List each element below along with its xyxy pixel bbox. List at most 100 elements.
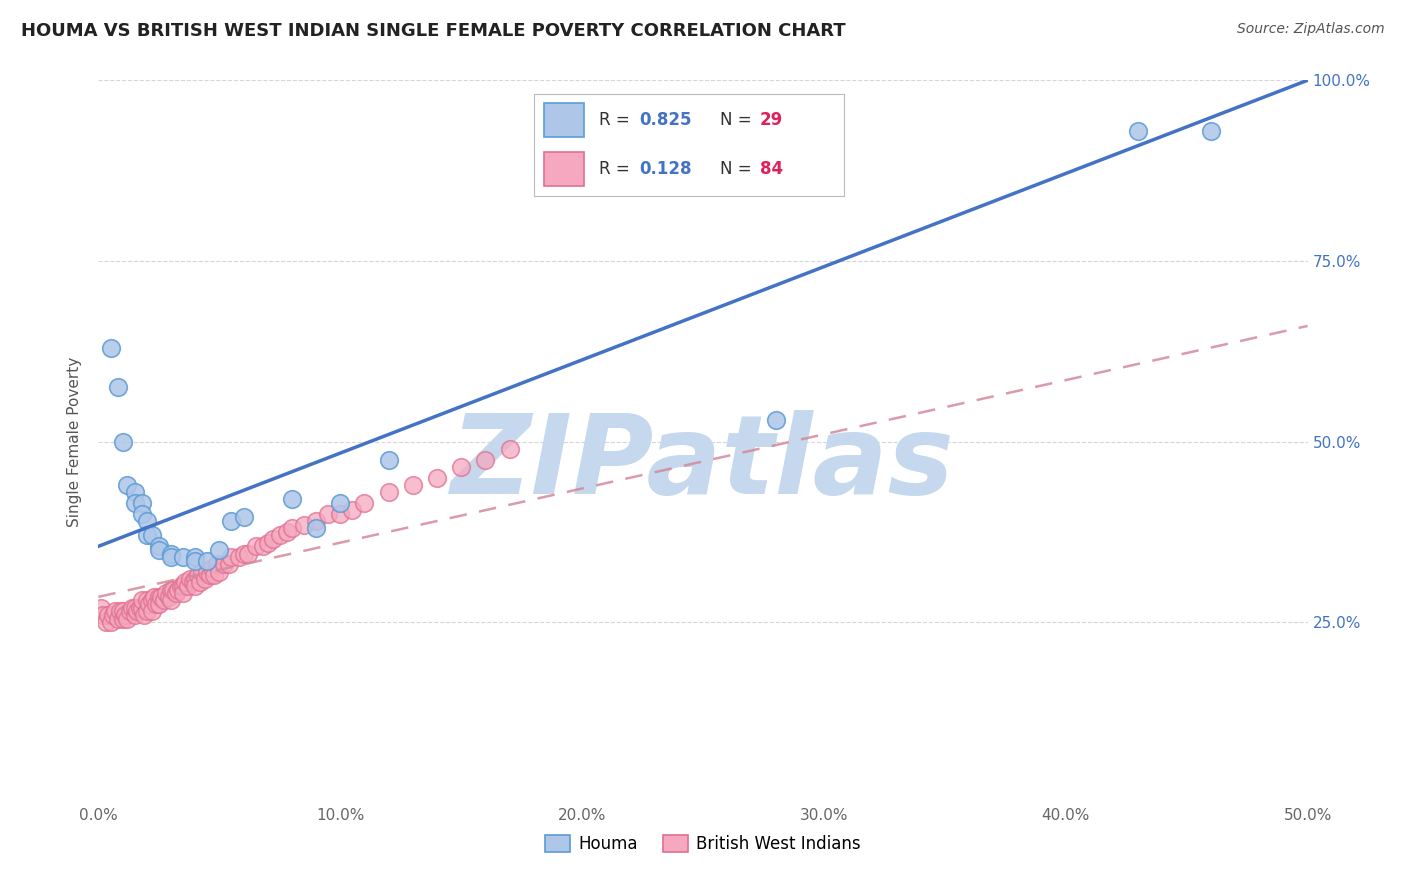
Point: [165, 586, 187, 600]
Point: [426, 470, 449, 484]
Point: [256, 535, 278, 549]
Point: [377, 485, 399, 500]
Point: [184, 579, 207, 593]
Point: [329, 507, 352, 521]
Point: [101, 607, 124, 622]
Point: [167, 582, 190, 597]
Point: [108, 604, 131, 618]
Point: [131, 496, 153, 510]
Point: [169, 579, 191, 593]
Point: [124, 600, 146, 615]
Point: [155, 586, 177, 600]
Point: [198, 568, 221, 582]
Point: [135, 593, 157, 607]
Point: [134, 607, 156, 622]
Point: [135, 514, 157, 528]
Point: [262, 532, 284, 546]
Point: [212, 558, 235, 572]
Text: 84: 84: [761, 160, 783, 178]
Point: [124, 485, 146, 500]
Point: [117, 611, 139, 625]
Point: [100, 341, 122, 355]
Point: [141, 593, 163, 607]
Point: [131, 593, 153, 607]
Point: [135, 528, 157, 542]
Point: [205, 558, 228, 572]
Point: [172, 586, 194, 600]
Point: [90, 600, 112, 615]
Point: [138, 597, 160, 611]
Point: [160, 593, 183, 607]
Point: [111, 434, 134, 449]
Point: [145, 597, 167, 611]
Point: [148, 542, 170, 557]
Point: [117, 478, 139, 492]
Point: [208, 565, 231, 579]
Point: [194, 572, 217, 586]
Text: HOUMA VS BRITISH WEST INDIAN SINGLE FEMALE POVERTY CORRELATION CHART: HOUMA VS BRITISH WEST INDIAN SINGLE FEMA…: [21, 22, 846, 40]
Point: [450, 459, 472, 474]
Point: [204, 568, 226, 582]
Point: [353, 496, 375, 510]
Point: [148, 539, 170, 553]
Legend: Houma, British West Indians: Houma, British West Indians: [538, 828, 868, 860]
Point: [292, 517, 315, 532]
FancyBboxPatch shape: [544, 153, 583, 186]
Point: [221, 514, 243, 528]
Point: [131, 507, 153, 521]
Point: [118, 604, 141, 618]
Point: [107, 611, 129, 625]
Point: [179, 572, 201, 586]
Point: [143, 590, 166, 604]
Point: [498, 442, 520, 456]
Point: [124, 607, 146, 622]
Point: [141, 604, 163, 618]
Point: [124, 496, 146, 510]
Point: [177, 579, 200, 593]
Point: [174, 575, 197, 590]
Point: [160, 582, 183, 597]
Point: [305, 514, 328, 528]
Point: [195, 565, 218, 579]
Point: [91, 607, 114, 622]
Point: [97, 607, 120, 622]
Point: [107, 380, 129, 394]
Point: [201, 561, 224, 575]
Text: Source: ZipAtlas.com: Source: ZipAtlas.com: [1237, 22, 1385, 37]
Point: [245, 539, 267, 553]
Point: [94, 615, 117, 630]
Text: 0.128: 0.128: [640, 160, 692, 178]
Point: [228, 550, 250, 565]
Point: [187, 568, 209, 582]
Text: R =: R =: [599, 111, 636, 128]
Point: [148, 590, 170, 604]
Point: [172, 579, 194, 593]
FancyBboxPatch shape: [544, 103, 583, 136]
Point: [157, 590, 180, 604]
Point: [208, 542, 231, 557]
Point: [474, 452, 496, 467]
Point: [329, 496, 352, 510]
Point: [281, 521, 304, 535]
Point: [342, 503, 364, 517]
Point: [232, 510, 254, 524]
Point: [162, 582, 184, 597]
Point: [1199, 124, 1222, 138]
Point: [135, 604, 157, 618]
Point: [218, 558, 240, 572]
Point: [160, 547, 183, 561]
Point: [128, 600, 150, 615]
Point: [316, 507, 339, 521]
Point: [181, 575, 204, 590]
Text: 0.825: 0.825: [640, 111, 692, 128]
Point: [150, 590, 173, 604]
Point: [172, 550, 194, 565]
Point: [765, 413, 787, 427]
Point: [232, 547, 254, 561]
Point: [281, 492, 304, 507]
Point: [111, 611, 134, 625]
Point: [276, 524, 298, 539]
Point: [377, 452, 399, 467]
Point: [152, 593, 174, 607]
Point: [114, 607, 136, 622]
